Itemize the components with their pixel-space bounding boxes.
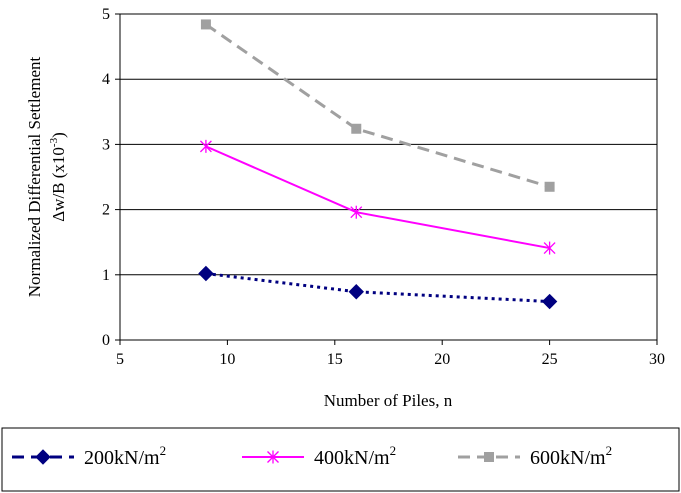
series-1-point-2: [543, 241, 556, 255]
y-tick-label-5: 5: [102, 6, 110, 23]
legend-box: [1, 427, 680, 492]
axis-ticks: 0 1 2 3 4 5 5 10 15 20 25 30: [102, 6, 665, 368]
legend-marker-0: [35, 449, 51, 465]
legend-label-1: 400kN/m2: [314, 443, 396, 469]
series-2: [200, 19, 555, 192]
y-tick-label-1: 1: [102, 267, 110, 284]
y-axis-title-prefix: Δw/B (x10: [49, 147, 68, 222]
y-axis-title: Normalized Differential Settlement Δw/B …: [25, 57, 68, 298]
series-0-point-0: [198, 265, 214, 282]
legend: 200kN/m2 400kN/m2 600kN/m2: [12, 443, 612, 469]
x-tick-label-0: 5: [116, 351, 124, 368]
legend-marker-2: [484, 452, 494, 462]
gridlines: [120, 78, 657, 276]
series-2-point-0: [200, 19, 211, 30]
series-1-point-1: [350, 205, 363, 219]
legend-marker-1: [267, 450, 279, 464]
legend-item-2: 600kN/m2: [458, 443, 612, 469]
legend-label-2: 600kN/m2: [530, 443, 612, 469]
series-layer: [198, 19, 558, 310]
y-tick-label-0: 0: [102, 332, 110, 349]
series-line-0: [205, 272, 550, 304]
x-tick-label-5: 30: [649, 351, 665, 368]
y-axis-title-exp: -3: [48, 137, 60, 147]
series-0: [198, 265, 558, 310]
series-0-point-1: [348, 284, 364, 300]
series-1-point-0: [199, 139, 212, 153]
y-tick-label-3: 3: [102, 136, 110, 153]
legend-item-0: 200kN/m2: [12, 443, 166, 469]
x-tick-label-1: 10: [219, 351, 235, 368]
series-2-point-2: [544, 181, 555, 192]
legend-item-1: 400kN/m2: [242, 443, 396, 469]
x-tick-label-2: 15: [327, 351, 343, 368]
plot-area: [119, 13, 658, 341]
x-tick-label-3: 20: [434, 351, 450, 368]
y-axis-title-suffix: ): [49, 132, 68, 138]
y-tick-label-2: 2: [102, 202, 110, 219]
series-2-point-1: [351, 123, 362, 134]
y-tick-label-4: 4: [102, 71, 110, 88]
x-tick-label-4: 25: [542, 351, 558, 368]
y-axis-title-line1: Normalized Differential Settlement: [25, 57, 44, 298]
x-axis-title: Number of Piles, n: [324, 391, 453, 410]
legend-label-0: 200kN/m2: [84, 443, 166, 469]
series-1: [199, 139, 556, 255]
series-0-point-2: [541, 293, 558, 310]
series-line-2: [205, 23, 551, 189]
y-axis-title-line2: Δw/B (x10-3): [48, 132, 68, 222]
